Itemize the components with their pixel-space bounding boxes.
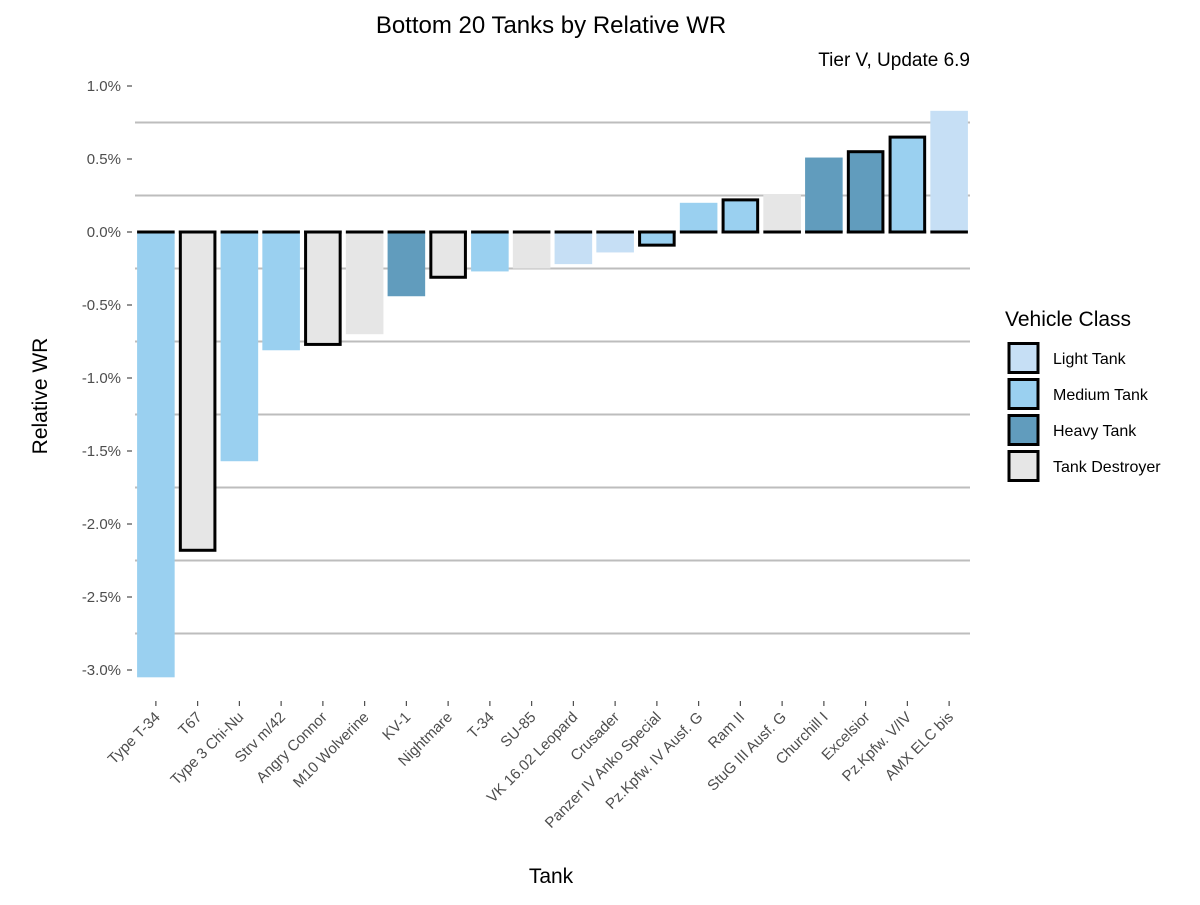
- y-tick-label: -1.0%: [82, 370, 121, 387]
- x-tick-label: Type T-34: [105, 709, 164, 768]
- bar: [262, 232, 300, 351]
- bar: [471, 232, 509, 272]
- bar: [888, 135, 927, 234]
- legend-label: Medium Tank: [1053, 387, 1149, 404]
- bar: [137, 232, 175, 678]
- x-tick-label: T-34: [464, 709, 497, 742]
- y-tick-label: -0.5%: [82, 297, 121, 314]
- bar: [638, 230, 676, 247]
- y-tick-label: 0.0%: [87, 224, 121, 241]
- bar: [679, 202, 718, 232]
- chart-subtitle: Tier V, Update 6.9: [818, 50, 970, 71]
- legend-key: [1007, 378, 1040, 410]
- grid-layer: [135, 121, 970, 635]
- y-tick-label: -1.5%: [82, 443, 121, 460]
- y-tick-label: 0.5%: [87, 151, 121, 168]
- legend-key: [1007, 414, 1040, 446]
- bars-layer: [137, 110, 968, 678]
- bar: [345, 232, 384, 335]
- bar: [763, 194, 801, 232]
- bar: [846, 150, 885, 234]
- bar: [554, 232, 593, 265]
- legend: Vehicle Class Light Tank Medium Tank Heavy…: [1005, 308, 1161, 482]
- y-axis: 1.0% 0.5% 0.0% -0.5% -1.0% -1.5% -2.0% -2.5% -3.…: [82, 78, 132, 679]
- y-tick-label: -3.0%: [82, 662, 121, 679]
- x-tick-label: Type 3 Chi-Nu: [167, 709, 247, 789]
- legend-label: Light Tank: [1053, 351, 1127, 368]
- chart-title: Bottom 20 Tanks by Relative WR: [376, 12, 726, 39]
- bar: [805, 157, 843, 232]
- y-tick-label: -2.0%: [82, 516, 121, 533]
- bar: [304, 230, 342, 346]
- bar: [721, 198, 760, 234]
- y-tick-label: 1.0%: [87, 78, 121, 95]
- x-tick-label: KV-1: [379, 709, 414, 744]
- legend-key: [1007, 342, 1040, 374]
- bar: [930, 110, 968, 232]
- bar: [387, 232, 426, 297]
- y-axis-title: Relative WR: [29, 338, 52, 455]
- bar: [512, 232, 551, 269]
- legend-label: Heavy Tank: [1053, 423, 1137, 440]
- bar: [220, 232, 259, 462]
- legend-title: Vehicle Class: [1005, 308, 1131, 331]
- bar: [596, 232, 634, 253]
- legend-key: [1007, 450, 1040, 482]
- bar: [178, 230, 217, 552]
- legend-label: Tank Destroyer: [1053, 459, 1161, 476]
- x-tick-label: M10 Wolverine: [290, 709, 373, 792]
- y-tick-label: -2.5%: [82, 589, 121, 606]
- x-tick-label: T67: [175, 709, 205, 739]
- bar: [429, 230, 467, 279]
- x-axis-title: Tank: [529, 865, 574, 888]
